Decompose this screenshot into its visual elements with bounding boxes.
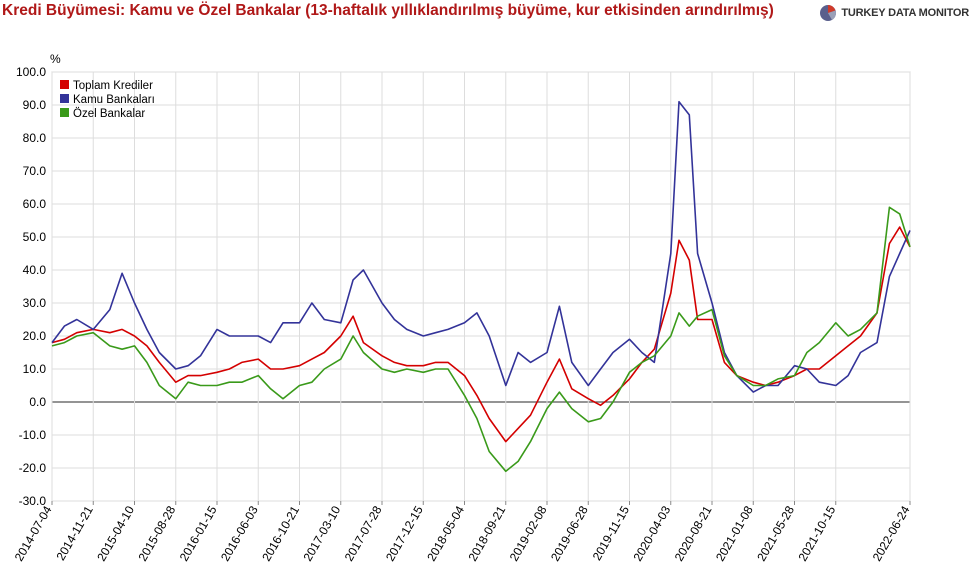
chart-title: Kredi Büyümesi: Kamu ve Özel Bankalar (1… [2, 2, 774, 19]
legend-label: Kamu Bankaları [73, 94, 155, 106]
legend-swatch [60, 108, 69, 117]
legend-swatch [60, 94, 69, 103]
brand-logo: TURKEY DATA MONITOR [819, 4, 969, 22]
x-tick-label: 2018-05-04 [424, 503, 467, 563]
x-tick-label: 2022-06-24 [870, 503, 913, 563]
x-tick-label: 2016-10-21 [259, 503, 302, 563]
x-tick-label: 2019-02-08 [507, 503, 550, 563]
x-tick-label: 2015-04-10 [94, 503, 137, 563]
y-tick-label: 30.0 [23, 296, 47, 310]
legend-swatch [60, 80, 69, 89]
x-tick-label: 2019-06-28 [548, 503, 591, 563]
x-tick-label: 2017-07-28 [342, 503, 385, 563]
legend-label: Toplam Krediler [73, 80, 153, 92]
legend-label: Özel Bankalar [73, 108, 145, 120]
y-tick-label: -10.0 [19, 428, 47, 442]
series-line-3 [51, 206, 911, 473]
plot-frame [51, 71, 911, 502]
series-line-2 [51, 100, 911, 393]
y-tick-label: 10.0 [23, 362, 47, 376]
x-tick-label: 2020-08-21 [672, 503, 715, 563]
x-tick-label: 2017-12-15 [383, 503, 426, 563]
y-tick-label: -20.0 [19, 461, 47, 475]
pie-logo-icon [820, 5, 837, 21]
y-tick-label: 100.0 [16, 65, 46, 79]
x-tick-label: 2017-03-10 [301, 503, 344, 563]
x-tick-label: 2014-11-21 [53, 503, 96, 563]
y-tick-label: 60.0 [23, 197, 47, 211]
x-tick-label: 2018-09-21 [466, 503, 509, 563]
y-tick-label: 50.0 [23, 230, 47, 244]
brand-label: TURKEY DATA MONITOR [841, 7, 969, 19]
x-tick-label: 2021-05-28 [754, 503, 797, 563]
x-tick-label: 2019-11-15 [590, 503, 633, 563]
x-tick-label: 2021-01-08 [713, 503, 756, 563]
x-tick-label: 2021-10-15 [796, 503, 839, 563]
y-tick-label: 70.0 [23, 164, 47, 178]
x-tick-label: 2016-01-15 [177, 503, 220, 563]
x-tick-label: 2015-08-28 [136, 503, 179, 563]
y-tick-label: 80.0 [23, 131, 47, 145]
y-tick-label: 40.0 [23, 263, 47, 277]
x-tick-label: 2020-04-03 [631, 503, 674, 563]
y-axis-label: % [50, 52, 61, 66]
y-tick-label: 20.0 [23, 329, 47, 343]
x-tick-label: 2014-07-04 [12, 503, 55, 563]
y-tick-label: -30.0 [19, 494, 47, 508]
x-tick-label: 2016-06-03 [218, 503, 261, 563]
y-tick-label: 90.0 [23, 98, 47, 112]
series-line-1 [51, 226, 911, 443]
y-tick-label: 0.0 [29, 395, 46, 409]
